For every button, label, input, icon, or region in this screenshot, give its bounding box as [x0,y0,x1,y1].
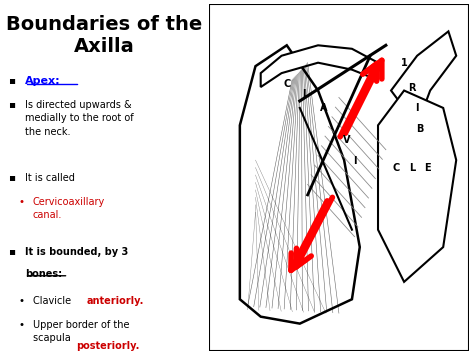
Text: It is called: It is called [25,173,74,182]
Text: bones:: bones: [25,269,62,279]
Polygon shape [240,45,360,324]
Polygon shape [261,45,378,87]
Text: •: • [18,296,28,306]
Text: ▪: ▪ [9,76,19,86]
Text: V: V [343,135,350,145]
Text: B: B [416,124,423,134]
Text: I: I [353,155,356,165]
Text: anteriorly.: anteriorly. [86,296,144,306]
Text: •: • [18,197,28,207]
Text: C: C [392,163,400,173]
Text: ▪: ▪ [9,247,19,257]
Polygon shape [378,91,456,282]
Text: ▪: ▪ [9,173,19,182]
Text: L: L [409,163,415,173]
Text: 1: 1 [401,58,408,68]
Text: C: C [283,79,291,89]
Text: Boundaries of the
Axilla: Boundaries of the Axilla [6,15,202,56]
Text: ▪: ▪ [9,100,19,110]
Text: A: A [319,103,327,113]
Text: R: R [408,82,416,93]
Text: It is bounded, by 3: It is bounded, by 3 [25,247,128,257]
Text: Clavicle: Clavicle [33,296,74,306]
Text: Apex:: Apex: [25,76,60,86]
Polygon shape [391,31,456,125]
FancyBboxPatch shape [209,4,469,351]
Text: L: L [302,89,308,99]
Text: posteriorly.: posteriorly. [76,341,140,351]
Text: I: I [415,103,419,113]
Text: •: • [18,320,28,330]
Text: E: E [424,163,431,173]
Text: Upper border of the
scapula: Upper border of the scapula [33,320,129,343]
Text: Is directed upwards &
medially to the root of
the neck.: Is directed upwards & medially to the ro… [25,100,133,137]
Text: Cervicoaxillary
canal.: Cervicoaxillary canal. [33,197,105,220]
